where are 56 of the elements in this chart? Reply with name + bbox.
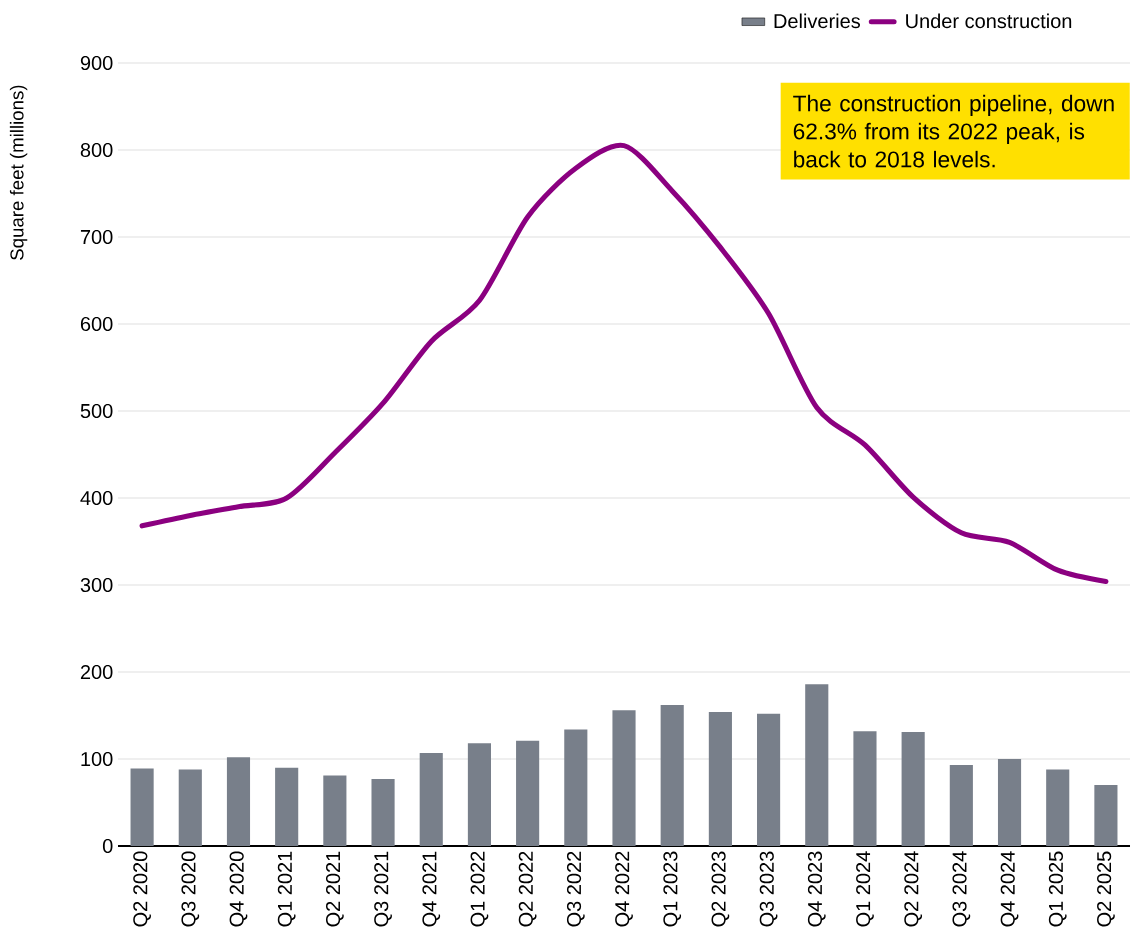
y-tick-label: 600 [80,316,113,332]
x-tick-label: Q3 2021 [374,851,392,927]
bar [371,779,395,846]
x-tick-label: Q2 2025 [1097,851,1115,927]
x-tick-label: Q3 2023 [759,851,778,927]
x-tick-label: Q4 2021 [422,851,441,927]
x-tick-label: Q4 2020 [229,851,248,927]
bar [1046,769,1070,846]
x-tick-label: Q2 2020 [133,851,151,927]
bar [708,712,732,846]
annotation: The construction pipeline, down 62.3% from its 2022 peak, is back to 2018 levels. [793,94,1114,168]
x-tick-label: Q3 2022 [566,851,585,927]
x-tick-label: Q2 2023 [711,851,730,927]
bar [178,769,202,846]
legend-label: Under construction [906,13,1072,29]
x-tick-label: Q1 2024 [856,851,874,927]
x-tick-label: Q4 2024 [1000,851,1019,927]
bar [949,765,973,846]
bar [564,729,588,846]
y-tick-label: 400 [80,490,113,506]
bar [757,713,781,846]
x-tick-label: Q3 2020 [181,851,200,927]
x-tick-label: Q4 2022 [615,851,633,927]
x-tick-label: Q1 2025 [1048,851,1067,927]
bar [130,768,154,846]
bar [660,705,684,846]
bar [275,767,299,846]
bar [612,710,636,846]
x-tick-label: Q2 2021 [325,851,344,927]
bar [226,757,251,846]
bar [1094,785,1118,846]
y-tick-label: 300 [80,577,113,593]
x-tick-label: Q1 2023 [663,851,682,927]
y-tick-label: 900 [80,55,113,71]
x-tick-label: Q1 2022 [470,851,489,927]
bar [997,759,1022,846]
y-tick-label: 200 [80,664,113,680]
legend-label: Deliveries [774,13,861,29]
y-tick-label: 700 [80,229,113,245]
x-tick-label: Q2 2022 [518,851,537,927]
y-tick-label: 100 [81,751,113,767]
x-tick-label: Q4 2023 [807,851,826,927]
x-tick-label: Q3 2024 [952,851,971,927]
bar [805,684,829,846]
bar [853,731,877,846]
bar [323,775,347,846]
y-tick-label: 0 [102,838,113,854]
bar [467,743,491,846]
bar [901,732,925,846]
bar [516,740,540,846]
y-tick-label: 800 [80,142,113,158]
bar [419,752,443,846]
y-axis-title: Square feet (millions) [9,85,28,260]
x-tick-label: Q1 2021 [277,851,296,927]
y-tick-label: 500 [80,403,113,419]
x-tick-label: Q2 2024 [904,851,923,927]
